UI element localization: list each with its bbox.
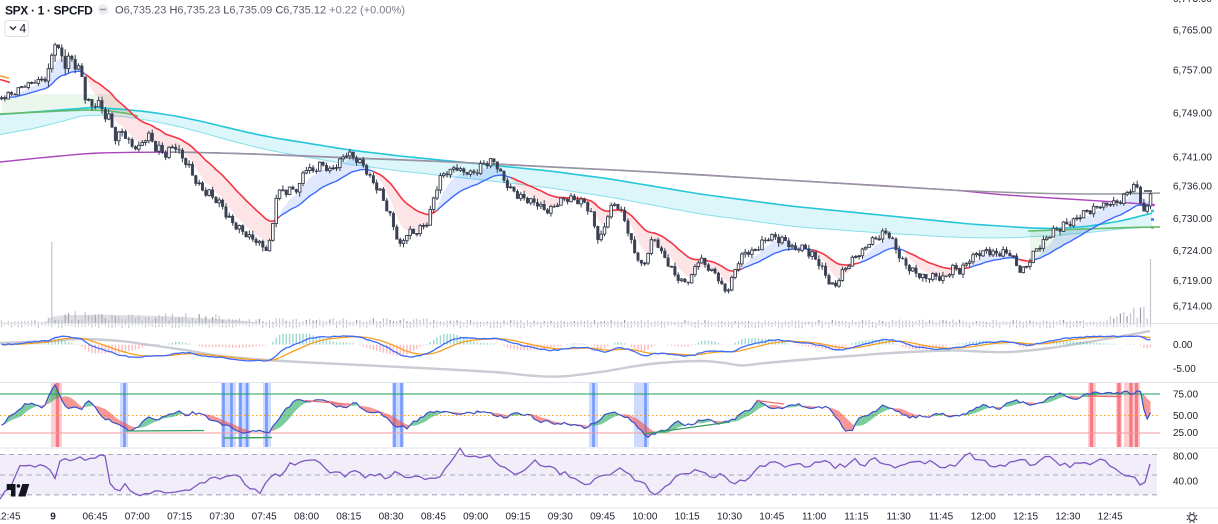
svg-text:-5.00: -5.00 xyxy=(1173,364,1196,375)
svg-text:6,714.00: 6,714.00 xyxy=(1173,302,1212,313)
svg-text:40.00: 40.00 xyxy=(1173,477,1198,488)
svg-text:06:45: 06:45 xyxy=(82,512,107,523)
svg-text:6,749.00: 6,749.00 xyxy=(1173,109,1212,120)
svg-text:12:45: 12:45 xyxy=(0,512,21,523)
svg-text:SPX · 1 · SPCFD: SPX · 1 · SPCFD xyxy=(5,4,93,18)
svg-text:25.00: 25.00 xyxy=(1173,428,1198,439)
svg-text:07:45: 07:45 xyxy=(252,512,277,523)
svg-text:08:30: 08:30 xyxy=(379,512,404,523)
svg-text:10:00: 10:00 xyxy=(632,512,657,523)
svg-text:6,741.00: 6,741.00 xyxy=(1173,153,1212,164)
svg-text:80.00: 80.00 xyxy=(1173,452,1198,463)
svg-text:08:15: 08:15 xyxy=(336,512,361,523)
svg-text:11:45: 11:45 xyxy=(929,512,954,523)
svg-text:12:00: 12:00 xyxy=(971,512,996,523)
svg-text:09:30: 09:30 xyxy=(548,512,573,523)
svg-text:6,730.00: 6,730.00 xyxy=(1173,214,1212,225)
svg-text:10:15: 10:15 xyxy=(675,512,700,523)
svg-text:6,736.00: 6,736.00 xyxy=(1173,182,1212,193)
svg-text:6,724.00: 6,724.00 xyxy=(1173,246,1212,257)
svg-text:6,773.00: 6,773.00 xyxy=(1173,0,1212,5)
svg-text:12:15: 12:15 xyxy=(1013,512,1038,523)
svg-text:11:00: 11:00 xyxy=(802,512,827,523)
svg-text:12:30: 12:30 xyxy=(1055,512,1080,523)
svg-text:4: 4 xyxy=(20,22,27,36)
svg-text:12:45: 12:45 xyxy=(1098,512,1123,523)
svg-text:O6,735.23 H6,735.23 L6,735.09: O6,735.23 H6,735.23 L6,735.09 C6,735.12 … xyxy=(115,5,405,17)
svg-text:6,757.00: 6,757.00 xyxy=(1173,66,1212,77)
svg-text:09:45: 09:45 xyxy=(590,512,615,523)
svg-text:07:00: 07:00 xyxy=(125,512,150,523)
svg-text:11:30: 11:30 xyxy=(887,512,912,523)
svg-text:11:15: 11:15 xyxy=(844,512,869,523)
svg-text:07:15: 07:15 xyxy=(167,512,192,523)
svg-text:08:45: 08:45 xyxy=(421,512,446,523)
svg-text:09:00: 09:00 xyxy=(463,512,488,523)
svg-text:07:30: 07:30 xyxy=(209,512,234,523)
svg-text:0.00: 0.00 xyxy=(1173,340,1193,351)
svg-text:6,765.00: 6,765.00 xyxy=(1173,26,1212,37)
svg-text:10:45: 10:45 xyxy=(759,512,784,523)
svg-text:75.00: 75.00 xyxy=(1173,390,1198,401)
svg-text:9: 9 xyxy=(50,512,56,523)
svg-text:50.00: 50.00 xyxy=(1173,411,1198,422)
svg-text:10:30: 10:30 xyxy=(717,512,742,523)
svg-text:08:00: 08:00 xyxy=(294,512,319,523)
svg-text:09:15: 09:15 xyxy=(505,512,530,523)
svg-text:6,719.00: 6,719.00 xyxy=(1173,276,1212,287)
